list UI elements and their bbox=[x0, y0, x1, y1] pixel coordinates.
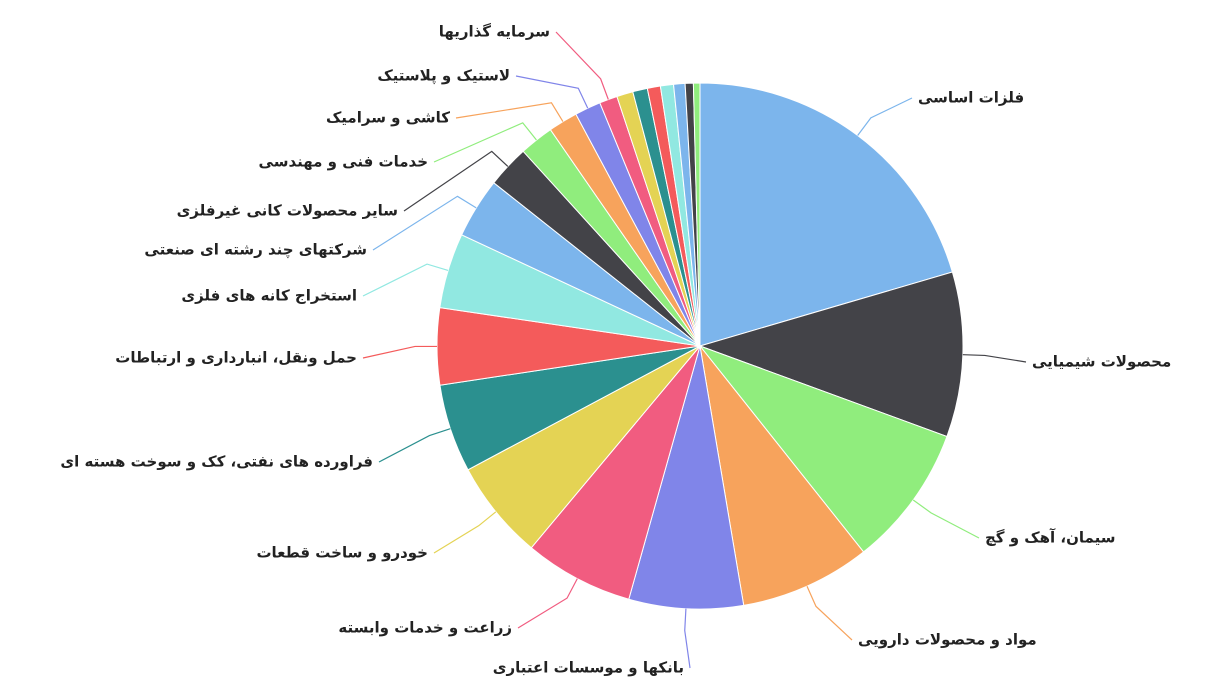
slice-label: استخراج کانه های فلزی bbox=[181, 287, 357, 305]
slice-label: زراعت و خدمات وابسته bbox=[338, 619, 512, 637]
connector bbox=[378, 428, 451, 463]
connector bbox=[912, 499, 980, 539]
pie-slice bbox=[698, 271, 964, 438]
connector bbox=[962, 354, 1027, 363]
slice-label: کاشی و سرامیک bbox=[326, 109, 450, 127]
connector bbox=[517, 578, 578, 629]
pie-slice bbox=[698, 344, 948, 553]
pie-slice bbox=[628, 345, 745, 610]
connector bbox=[362, 263, 449, 297]
connector bbox=[362, 345, 438, 359]
slice-label: خدمات فنی و مهندسی bbox=[259, 153, 428, 171]
connector bbox=[433, 122, 537, 163]
pie-slice bbox=[699, 345, 865, 606]
connector bbox=[857, 97, 913, 136]
connector bbox=[455, 102, 564, 122]
connector bbox=[372, 195, 477, 251]
slice-label: شرکتهای چند رشته ای صنعتی bbox=[144, 241, 367, 260]
slice-label: مواد و محصولات دارویی bbox=[858, 631, 1037, 649]
slice-label: محصولات شیمیایی bbox=[1032, 353, 1171, 371]
pie-slice bbox=[699, 82, 953, 347]
slice-label: فراورده های نفتی، کک و سوخت هسته ای bbox=[60, 453, 373, 471]
connector bbox=[515, 75, 589, 109]
connector bbox=[684, 608, 691, 669]
slice-label: خودرو و ساخت قطعات bbox=[256, 544, 428, 562]
slice-label: حمل ونقل، انبارداری و ارتباطات bbox=[115, 349, 357, 367]
pie-slice bbox=[692, 82, 701, 347]
slice-label: سرمایه گذاریها bbox=[439, 23, 550, 41]
slice-label: فلزات اساسی bbox=[918, 89, 1024, 107]
connector bbox=[555, 31, 609, 100]
connector bbox=[806, 585, 853, 641]
slice-label: سیمان، آهک و گچ bbox=[985, 529, 1116, 547]
slice-label: لاستیک و پلاستیک bbox=[377, 67, 510, 86]
pie-slice bbox=[530, 345, 701, 600]
connector bbox=[403, 150, 509, 212]
slice-label: بانکها و موسسات اعتباری bbox=[493, 659, 684, 677]
slice-label: سایر محصولات کانی غیرفلزی bbox=[177, 202, 398, 220]
connector bbox=[433, 511, 497, 554]
